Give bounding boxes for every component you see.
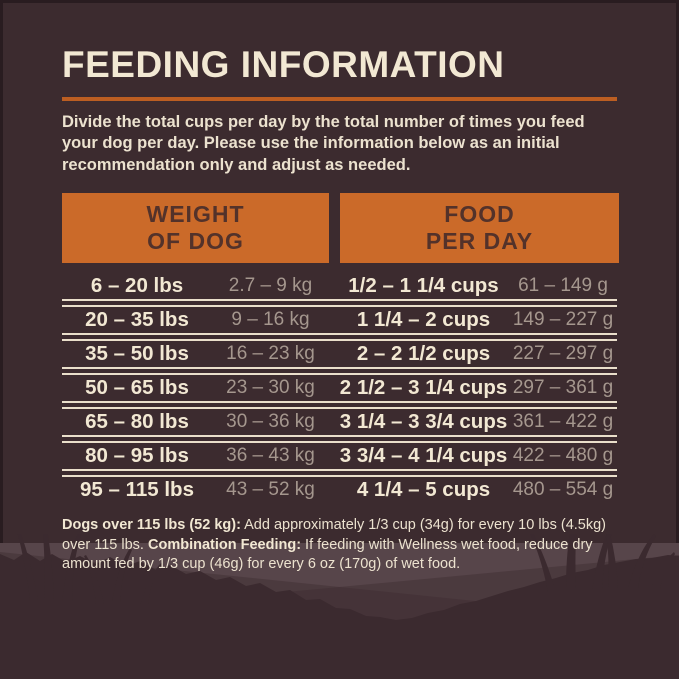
footnote-segment-1: Add approximately 1/3 cup (34g) for ever…: [62, 517, 607, 553]
grams-cell: 227 – 297 g: [512, 343, 614, 365]
panel-content: FEEDING INFORMATION Divide the total cup…: [62, 44, 619, 574]
cups-cell: 4 1/4 – 5 cups: [356, 478, 491, 502]
footnote-bold-combination-feeding: Combination Feeding:: [147, 536, 302, 553]
weight-lbs-cell: 50 – 65 lbs: [85, 376, 189, 400]
grams-cell: 422 – 480 g: [512, 445, 614, 467]
weight-header-line2: OF DOG: [147, 228, 244, 255]
table-row: 80 – 95 lbs 36 – 43 kg 3 3/4 – 4 1/4 cup…: [62, 443, 617, 469]
table-row: 50 – 65 lbs 23 – 30 kg 2 1/2 – 3 1/4 cup…: [62, 375, 617, 401]
table-row: 95 – 115 lbs 43 – 52 kg 4 1/4 – 5 cups 4…: [62, 477, 617, 503]
weight-lbs-cell: 80 – 95 lbs: [85, 444, 189, 468]
row-separator: [62, 469, 617, 478]
weight-lbs-cell: 6 – 20 lbs: [90, 274, 184, 298]
weight-kg-cell: 43 – 52 kg: [226, 479, 315, 501]
footnote-bold-dogs-over: Dogs over 115 lbs (52 kg):: [62, 517, 241, 534]
table-row: 65 – 80 lbs 30 – 36 kg 3 1/4 – 3 3/4 cup…: [62, 409, 617, 435]
grams-cell: 480 – 554 g: [512, 479, 614, 501]
cups-cell: 1/2 – 1 1/4 cups: [348, 274, 499, 298]
feeding-table-header: WEIGHT OF DOG FOOD PER DAY: [62, 193, 619, 264]
row-separator: [62, 367, 617, 376]
cups-cell: 2 – 2 1/2 cups: [356, 342, 491, 366]
weight-of-dog-header: WEIGHT OF DOG: [62, 193, 329, 264]
weight-lbs-cell: 20 – 35 lbs: [85, 308, 189, 332]
grams-cell: 149 – 227 g: [512, 309, 614, 331]
weight-lbs-cell: 95 – 115 lbs: [80, 478, 194, 502]
table-row: 20 – 35 lbs 9 – 16 kg 1 1/4 – 2 cups 149…: [62, 307, 617, 333]
intro-paragraph: Divide the total cups per day by the tot…: [62, 113, 585, 174]
weight-header-line1: WEIGHT: [146, 200, 245, 227]
landscape-silhouette-graphic: [0, 534, 679, 679]
row-separator: [62, 333, 617, 342]
feeding-table-body: 6 – 20 lbs 2.7 – 9 kg 1/2 – 1 1/4 cups 6…: [62, 273, 617, 503]
weight-kg-cell: 2.7 – 9 kg: [228, 275, 313, 297]
weight-lbs-cell: 35 – 50 lbs: [85, 342, 189, 366]
food-header-line1: FOOD: [444, 200, 515, 227]
cups-cell: 3 1/4 – 3 3/4 cups: [339, 410, 508, 434]
cups-cell: 1 1/4 – 2 cups: [356, 308, 491, 332]
grams-cell: 61 – 149 g: [518, 275, 608, 297]
title-divider: [62, 97, 617, 101]
weight-kg-cell: 36 – 43 kg: [226, 445, 315, 467]
row-separator: [62, 299, 617, 308]
weight-kg-cell: 30 – 36 kg: [226, 411, 315, 433]
grams-cell: 297 – 361 g: [512, 377, 614, 399]
table-row: 6 – 20 lbs 2.7 – 9 kg 1/2 – 1 1/4 cups 6…: [62, 273, 617, 299]
cups-cell: 3 3/4 – 4 1/4 cups: [339, 444, 508, 468]
cups-cell: 2 1/2 – 3 1/4 cups: [339, 376, 508, 400]
weight-kg-cell: 23 – 30 kg: [226, 377, 315, 399]
weight-lbs-cell: 65 – 80 lbs: [85, 410, 189, 434]
weight-kg-cell: 9 – 16 kg: [231, 309, 310, 331]
row-separator: [62, 401, 617, 410]
food-header-line2: PER DAY: [425, 228, 534, 255]
grass-blades: [17, 534, 675, 606]
weight-kg-cell: 16 – 23 kg: [226, 343, 315, 365]
page-title: FEEDING INFORMATION: [62, 44, 505, 85]
table-row: 35 – 50 lbs 16 – 23 kg 2 – 2 1/2 cups 22…: [62, 341, 617, 367]
footnote-text: Dogs over 115 lbs (52 kg): Add approxima…: [62, 516, 618, 574]
feeding-table: WEIGHT OF DOG FOOD PER DAY 6 – 20 lbs 2.…: [62, 193, 619, 503]
grams-cell: 361 – 422 g: [512, 411, 614, 433]
footnote-segment-2: If feeding with Wellness wet food, reduc…: [62, 536, 593, 573]
row-separator: [62, 435, 617, 444]
grass-silhouette: [0, 552, 679, 679]
food-per-day-header: FOOD PER DAY: [340, 193, 619, 264]
